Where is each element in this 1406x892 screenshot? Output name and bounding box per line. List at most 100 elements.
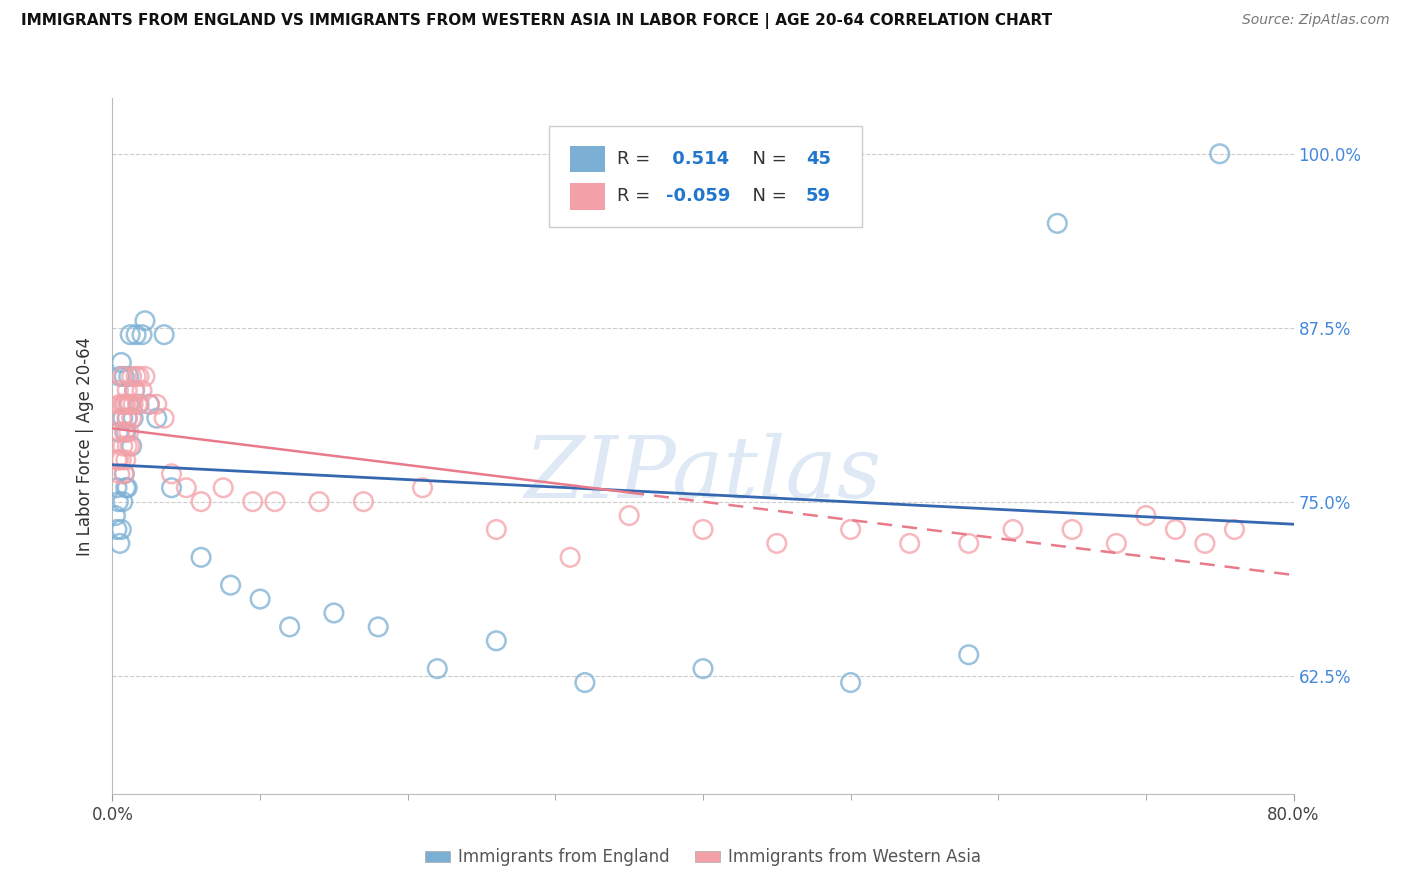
Point	[107, 494, 129, 508]
Point	[131, 384, 153, 398]
Point	[1194, 536, 1216, 550]
Point	[114, 397, 136, 411]
Point	[128, 397, 150, 411]
Point	[308, 494, 330, 508]
Point	[1105, 536, 1128, 550]
Point	[121, 411, 143, 425]
Point	[134, 369, 156, 384]
Point	[957, 536, 980, 550]
Point	[619, 508, 641, 523]
Point	[574, 675, 596, 690]
Point	[766, 536, 789, 550]
Point	[114, 453, 136, 467]
Point	[117, 384, 138, 398]
Point	[558, 550, 582, 565]
Point	[112, 467, 135, 481]
Point	[1135, 508, 1157, 523]
Point	[898, 536, 921, 550]
Point	[112, 397, 135, 411]
Point	[118, 369, 141, 384]
Point	[112, 369, 135, 384]
Point	[212, 481, 235, 495]
Point	[120, 397, 142, 411]
Point	[111, 397, 134, 411]
Text: 45: 45	[806, 150, 831, 168]
Point	[426, 662, 449, 676]
Point	[124, 384, 146, 398]
Point	[134, 314, 156, 328]
Point	[153, 327, 176, 342]
Point	[105, 523, 128, 537]
Point	[110, 523, 132, 537]
Point	[146, 411, 169, 425]
Point	[111, 439, 134, 453]
Point	[124, 384, 146, 398]
Point	[839, 675, 862, 690]
Point	[110, 355, 132, 369]
Point	[146, 397, 169, 411]
Point	[128, 369, 150, 384]
Point	[278, 620, 301, 634]
Point	[104, 508, 127, 523]
Point	[692, 662, 714, 676]
Point	[120, 439, 142, 453]
Point	[839, 523, 862, 537]
Point	[105, 481, 128, 495]
Point	[485, 633, 508, 648]
Point	[117, 411, 138, 425]
Point	[485, 523, 508, 537]
Point	[957, 648, 980, 662]
Point	[1062, 523, 1084, 537]
Point	[264, 494, 287, 508]
Point	[108, 536, 131, 550]
Point	[121, 369, 143, 384]
Point	[138, 397, 160, 411]
Point	[411, 481, 433, 495]
Text: 0.514: 0.514	[666, 150, 730, 168]
Point	[131, 327, 153, 342]
Point	[153, 411, 176, 425]
Point	[1046, 216, 1069, 230]
Point	[117, 411, 138, 425]
Point	[112, 425, 135, 439]
Point	[117, 439, 138, 453]
Point	[1001, 523, 1024, 537]
Point	[122, 397, 145, 411]
Point	[160, 467, 183, 481]
Point	[114, 425, 136, 439]
Point	[323, 606, 346, 620]
FancyBboxPatch shape	[550, 126, 862, 227]
Point	[114, 481, 136, 495]
Point	[122, 411, 145, 425]
Text: N =: N =	[741, 187, 793, 205]
Point	[108, 467, 131, 481]
Point	[138, 397, 160, 411]
Point	[118, 425, 141, 439]
Text: Source: ZipAtlas.com: Source: ZipAtlas.com	[1241, 13, 1389, 28]
Point	[190, 494, 212, 508]
Point	[108, 425, 131, 439]
Text: N =: N =	[741, 150, 793, 168]
Point	[125, 369, 148, 384]
Point	[121, 439, 143, 453]
Point	[118, 397, 141, 411]
Text: IMMIGRANTS FROM ENGLAND VS IMMIGRANTS FROM WESTERN ASIA IN LABOR FORCE | AGE 20-: IMMIGRANTS FROM ENGLAND VS IMMIGRANTS FR…	[21, 13, 1052, 29]
Point	[107, 425, 129, 439]
Point	[118, 397, 141, 411]
Point	[160, 481, 183, 495]
Point	[174, 481, 197, 495]
FancyBboxPatch shape	[569, 145, 605, 172]
Point	[120, 327, 142, 342]
Text: R =: R =	[617, 150, 655, 168]
Legend: Immigrants from England, Immigrants from Western Asia: Immigrants from England, Immigrants from…	[418, 842, 988, 873]
Point	[112, 467, 135, 481]
Text: 59: 59	[806, 187, 831, 205]
Point	[367, 620, 389, 634]
Point	[111, 494, 134, 508]
Point	[111, 411, 134, 425]
Point	[125, 327, 148, 342]
Point	[1164, 523, 1187, 537]
Point	[107, 453, 129, 467]
Point	[1208, 146, 1232, 161]
Point	[108, 369, 131, 384]
